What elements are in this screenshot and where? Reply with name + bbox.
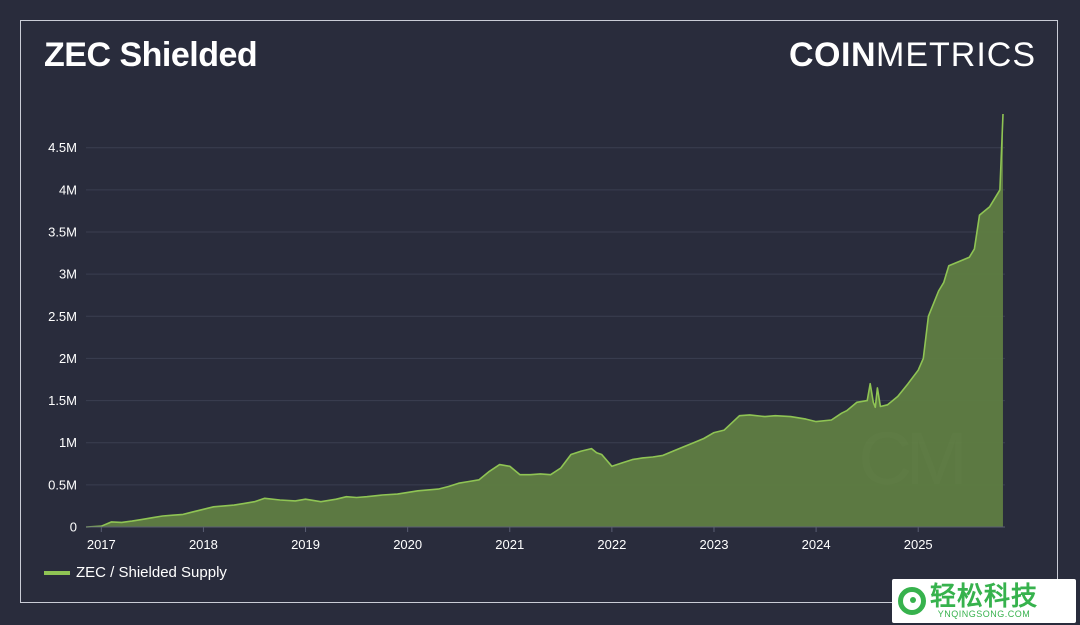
x-tick-label: 2018 [189, 537, 218, 552]
chart-title: ZEC Shielded [44, 36, 258, 74]
y-tick-label: 2.5M [48, 309, 77, 324]
legend[interactable]: ZEC / Shielded Supply [44, 564, 227, 581]
site-watermark-cn: 轻松科技 [930, 581, 1039, 611]
y-tick-label: 3.5M [48, 225, 77, 240]
y-tick-label: 4.5M [48, 140, 77, 155]
brand-logo: COINMETRICS [789, 36, 1036, 75]
series-area-0 [86, 114, 1003, 527]
chart-frame [20, 20, 1058, 603]
series-group [85, 113, 1004, 528]
x-tick-label: 2025 [904, 537, 933, 552]
y-tick-label: 4M [59, 182, 77, 197]
brand-logo-bold: COIN [789, 36, 876, 74]
series-line-0 [85, 113, 1004, 528]
x-tick-label: 2022 [597, 537, 626, 552]
y-tick-label: 2M [59, 351, 77, 366]
magnifier-icon [898, 587, 926, 615]
legend-swatch [44, 570, 70, 575]
y-tick-label: 1.5M [48, 393, 77, 408]
brand-logo-light: METRICS [876, 36, 1036, 74]
x-tick-label: 2019 [291, 537, 320, 552]
x-tick-label: 2023 [700, 537, 729, 552]
site-watermark-en: YNQINGSONG.COM [937, 609, 1031, 619]
site-watermark-text: 轻松科技 YNQINGSONG.COM [930, 583, 1038, 619]
site-watermark-badge: 轻松科技 YNQINGSONG.COM [892, 579, 1076, 623]
x-tick-label: 2017 [87, 537, 116, 552]
x-tick-label: 2021 [495, 537, 524, 552]
x-tick-label: 2024 [802, 537, 831, 552]
y-tick-label: 1M [59, 435, 77, 450]
legend-label: ZEC / Shielded Supply [76, 564, 227, 581]
y-tick-label: 0.5M [48, 477, 77, 492]
x-axis-labels: 2017 2018 2019 2020 2021 2022 2023 2024 2025 [87, 527, 933, 552]
y-axis-labels: 0 0.5M 1M 1.5M 2M 2.5M 3M 3.5M 4M 4.5M [48, 140, 77, 534]
y-tick-label: 0 [70, 520, 77, 535]
x-tick-label: 2020 [393, 537, 422, 552]
y-tick-label: 3M [59, 267, 77, 282]
